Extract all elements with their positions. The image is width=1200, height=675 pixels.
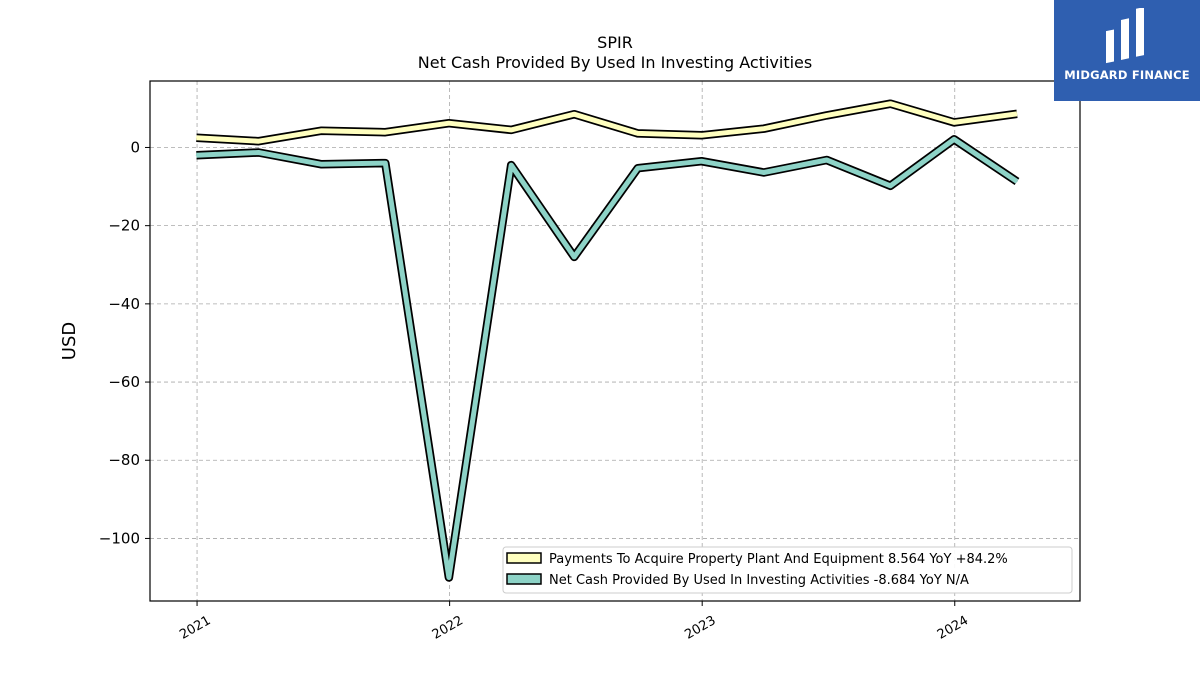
grid: [150, 81, 1080, 601]
y-axis: 0 −20 −40 −60 −80 −100: [99, 138, 150, 547]
series-layer: [195, 99, 1020, 582]
series-point-0: [889, 103, 892, 105]
series-point-0: [258, 140, 260, 142]
series-point-1: [1016, 180, 1018, 183]
series-point-1: [637, 167, 639, 169]
series-line-0: [196, 101, 1018, 144]
legend-box: [502, 546, 1073, 594]
y-tick-label: 0: [130, 138, 140, 156]
series-point-0: [448, 122, 450, 124]
y-tick-label: −40: [108, 295, 140, 313]
chart-title: SPIR: [597, 33, 633, 52]
series-point-1: [448, 576, 450, 579]
series-point-0: [321, 130, 323, 132]
series-point-1: [384, 162, 386, 164]
legend-label-capex: Payments To Acquire Property Plant And E…: [549, 552, 1008, 567]
plot-frame: [149, 80, 1081, 602]
series-point-0: [763, 128, 765, 130]
x-tick-label: 2021: [177, 613, 213, 643]
series-point-0: [953, 121, 955, 124]
chart-subtitle: Net Cash Provided By Used In Investing A…: [418, 53, 812, 72]
series-point-0: [384, 131, 386, 133]
series-point-0: [826, 114, 828, 117]
x-tick-label: 2023: [682, 613, 718, 643]
legend: Payments To Acquire Property Plant And E…: [502, 546, 1073, 594]
series-line-1: [196, 136, 1019, 580]
series-point-0: [573, 113, 575, 115]
y-tick-label: −20: [108, 217, 140, 235]
series-point-1: [321, 163, 323, 165]
y-tick-label: −80: [108, 451, 140, 469]
series-point-1: [510, 164, 512, 166]
brand-name: MIDGARD FINANCE: [1064, 68, 1190, 82]
series-point-0: [510, 129, 512, 131]
series-point-1: [953, 138, 955, 140]
x-tick-label: 2022: [430, 613, 466, 643]
series-point-0: [637, 132, 639, 134]
series-point-1: [258, 151, 260, 154]
legend-label-investing: Net Cash Provided By Used In Investing A…: [549, 573, 969, 588]
y-tick-label: −60: [108, 373, 140, 391]
series-point-1: [763, 171, 765, 174]
series-point-0: [700, 134, 703, 136]
series-point-1: [195, 154, 197, 156]
x-axis: 2021 2022 2023 2024: [177, 601, 971, 643]
series-point-1: [889, 185, 892, 187]
series-outline-1: [196, 135, 1020, 582]
legend-swatch-investing: [506, 573, 542, 585]
series-point-1: [700, 160, 703, 162]
x-tick-label: 2024: [935, 613, 971, 643]
legend-swatch-capex: [506, 552, 542, 564]
series-point-0: [195, 137, 197, 139]
series-point-1: [573, 256, 575, 258]
midgard-logo-icon: [1106, 8, 1144, 64]
y-tick-label: −100: [99, 529, 140, 547]
series-point-1: [826, 159, 828, 161]
y-axis-label: USD: [59, 322, 80, 360]
brand-logo: MIDGARD FINANCE: [1054, 0, 1200, 101]
series-point-0: [1016, 113, 1018, 115]
